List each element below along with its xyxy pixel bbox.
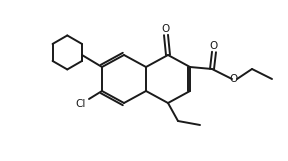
Text: O: O [210,41,218,51]
Text: Cl: Cl [76,99,86,109]
Text: O: O [162,24,170,34]
Text: O: O [229,74,237,84]
